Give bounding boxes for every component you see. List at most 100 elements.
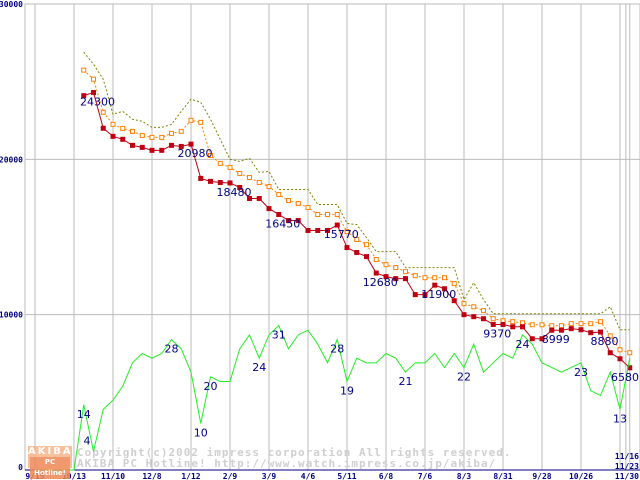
- series-max-line: [83, 51, 630, 331]
- series-min-point: [110, 133, 116, 139]
- min-value-label: 9370: [483, 327, 511, 340]
- series-min-point: [617, 356, 623, 362]
- series-layer: [35, 51, 633, 471]
- series-min-point: [451, 298, 457, 304]
- series-min-point: [490, 321, 496, 327]
- series-average-point: [354, 236, 360, 242]
- series-min-point: [471, 314, 477, 320]
- series-average-point: [188, 117, 194, 123]
- series-average-point: [325, 211, 330, 217]
- copyright-watermark: Copyright(c)2002 impress corporation All…: [77, 446, 512, 459]
- series-average-point: [256, 179, 262, 185]
- series-average-point: [198, 119, 204, 125]
- series-average-point: [110, 121, 116, 127]
- logo-line2: PC Hotline!: [30, 457, 70, 479]
- shops-value-label: 24: [516, 338, 530, 351]
- series-min-point: [354, 250, 360, 256]
- x-tick-label: 11/16: [615, 452, 639, 461]
- series-average-point: [139, 132, 145, 138]
- x-tick-label: 2/9: [223, 472, 238, 480]
- series-average-point: [373, 257, 379, 263]
- series-average-point: [461, 301, 467, 307]
- series-min-point: [422, 292, 428, 298]
- series-min-point: [266, 206, 272, 212]
- series-min-point: [247, 195, 252, 201]
- series-min-point: [325, 227, 330, 233]
- shops-value-label: 21: [399, 375, 413, 388]
- min-value-label: 8880: [591, 335, 619, 348]
- series-average-point: [305, 204, 311, 210]
- min-value-label: 20980: [178, 147, 213, 160]
- series-average-point: [471, 304, 477, 310]
- series-average-point: [81, 67, 87, 73]
- series-average-point: [178, 128, 184, 134]
- series-min-point: [549, 327, 555, 333]
- series-min-point: [344, 245, 350, 251]
- series-min-point: [139, 144, 145, 150]
- series-average-point: [208, 152, 213, 158]
- series-average-point: [520, 320, 525, 326]
- series-average-point: [383, 262, 389, 268]
- series-min-point: [403, 276, 408, 282]
- series-min-point: [588, 330, 594, 336]
- min-value-label: 15770: [324, 228, 359, 241]
- x-tick-label: 12/8: [142, 472, 161, 480]
- series-average-point: [403, 269, 408, 275]
- series-min-point: [169, 142, 174, 148]
- series-average-point: [490, 316, 496, 322]
- series-average-point: [422, 275, 428, 281]
- series-average-point: [598, 319, 603, 325]
- x-tick-label: 11/30: [615, 472, 639, 480]
- x-tick-label: 6/8: [379, 472, 394, 480]
- x-tick-label: 4/6: [301, 472, 316, 480]
- series-min-point: [208, 178, 213, 184]
- series-min-point: [627, 365, 633, 371]
- series-min-point: [198, 175, 204, 181]
- series-min-point: [539, 336, 545, 342]
- series-min-point: [178, 143, 184, 149]
- shops-value-label: 28: [330, 343, 344, 356]
- shops-value-label: 24: [252, 361, 266, 374]
- series-average-point: [100, 109, 106, 115]
- x-tick-label: 10/26: [569, 472, 593, 480]
- series-min-point: [500, 321, 506, 327]
- series-average-point: [169, 130, 174, 136]
- series-average-point: [539, 322, 545, 328]
- y-tick-label: 0: [18, 463, 23, 472]
- shops-value-label: 13: [613, 412, 627, 425]
- series-average-point: [295, 200, 301, 206]
- series-min-point: [286, 218, 291, 224]
- series-average-point: [334, 211, 340, 217]
- series-min-point: [81, 93, 87, 99]
- series-min-point: [295, 218, 301, 224]
- shops-value-label: 19: [340, 384, 354, 397]
- series-average-point: [286, 197, 291, 203]
- series-min-point: [578, 327, 584, 333]
- series-min-point: [383, 274, 389, 280]
- series-average-point: [559, 323, 564, 329]
- x-tick-label: 8/31: [493, 472, 512, 480]
- min-value-label: 8999: [542, 333, 570, 346]
- x-tick-label: 11/10: [101, 472, 125, 480]
- series-min-point: [364, 254, 369, 260]
- series-average-point: [91, 76, 96, 82]
- x-tick-label: 10/13: [62, 472, 86, 480]
- series-min-point: [256, 195, 262, 201]
- series-average-point: [159, 134, 165, 140]
- series-min-point: [120, 136, 126, 142]
- series-average-point: [276, 191, 282, 197]
- x-tick-label: 5/11: [337, 472, 356, 480]
- series-average-point: [510, 319, 516, 325]
- akiba-logo: AKIBA PC Hotline!: [28, 446, 73, 479]
- series-average-point: [315, 211, 321, 217]
- logo-line1: AKIBA: [28, 446, 73, 457]
- series-min-point: [481, 316, 486, 322]
- series-min-point: [276, 211, 282, 217]
- shops-value-label: 28: [165, 343, 179, 356]
- series-min-point: [607, 350, 613, 356]
- series-average-point: [549, 323, 555, 329]
- series-min-point: [130, 142, 135, 148]
- x-tick-label: 1/12: [181, 472, 200, 480]
- y-tick-label: 10000: [0, 311, 23, 320]
